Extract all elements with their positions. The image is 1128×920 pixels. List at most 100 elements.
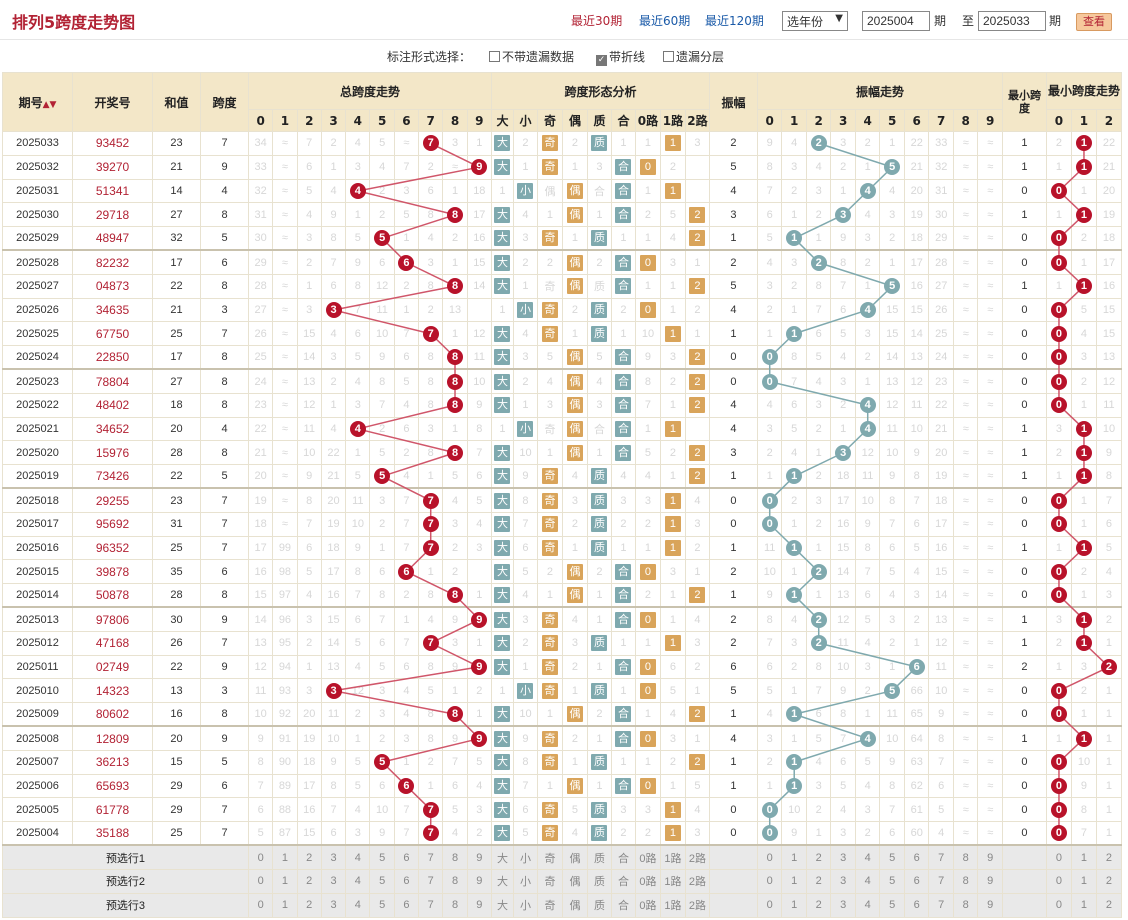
preselect-cell[interactable]: 2 [1095,844,1122,870]
preselect-cell[interactable]: 1 [781,868,807,894]
preselect-cell[interactable]: 7 [928,892,954,918]
preselect-cell[interactable]: 小 [512,868,538,894]
preselect-cell[interactable]: 小 [512,892,538,918]
preselect-cell[interactable]: 1 [781,844,807,870]
preselect-cell[interactable]: 小 [512,844,538,870]
preselect-cell[interactable]: 7 [418,844,444,870]
preselect-cell[interactable]: 4 [345,844,371,870]
preselect-cell[interactable]: 0路 [634,868,661,894]
preselect-cell[interactable]: 2 [296,868,322,894]
preselect-cell[interactable]: 8 [952,868,979,894]
preselect-cell[interactable]: 6 [903,844,930,870]
preselect-cell[interactable]: 7 [418,868,444,894]
preselect-cell[interactable]: 1路 [659,892,686,918]
preselect-cell[interactable]: 9 [977,892,1003,918]
preselect-cell[interactable]: 0 [1045,868,1072,894]
option-no-omission[interactable]: 不带遗漏数据 [489,48,574,65]
col-qihao[interactable]: 期号▲▼ [2,72,73,132]
preselect-row[interactable]: 预选行1 0 1 2 3 4 5 6 7 8 9 大小奇偶质合 0路 1路 2路 0 1 2 3 4 5 6 7 8 9 0 1 2 [2,844,1122,870]
preselect-cell[interactable]: 质 [586,892,612,918]
preselect-cell[interactable]: 8 [442,892,468,918]
preselect-cell[interactable]: 4 [854,844,881,870]
from-period-input[interactable]: 2025004 [862,11,930,31]
preselect-row[interactable]: 预选行2 0 1 2 3 4 5 6 7 8 9 大小奇偶质合 0路 1路 2路 0 1 2 3 4 5 6 7 8 9 0 1 2 [2,868,1122,894]
preselect-cell[interactable]: 6 [393,892,420,918]
preselect-cell[interactable]: 9 [977,844,1003,870]
preselect-cell[interactable]: 0 [247,892,274,918]
preselect-cell[interactable]: 5 [369,892,395,918]
preselect-cell[interactable]: 8 [442,868,468,894]
preselect-cell[interactable]: 2路 [684,868,710,894]
preselect-cell[interactable]: 合 [610,868,636,894]
to-period-input[interactable]: 2025033 [978,11,1046,31]
preselect-cell[interactable]: 偶 [561,868,588,894]
preselect-cell[interactable]: 2 [805,868,832,894]
view-button[interactable]: 查看 [1076,13,1112,31]
preselect-cell[interactable]: 7 [418,892,444,918]
preselect-cell[interactable]: 质 [586,844,612,870]
preselect-cell[interactable]: 5 [369,868,395,894]
preselect-cell[interactable]: 2 [805,844,832,870]
preselect-cell[interactable]: 3 [830,892,856,918]
preselect-cell[interactable]: 2路 [684,892,710,918]
preselect-cell[interactable]: 1 [1070,892,1097,918]
preselect-cell[interactable]: 0 [756,892,783,918]
preselect-cell[interactable]: 8 [952,892,979,918]
preselect-cell[interactable]: 1 [272,892,298,918]
preselect-cell[interactable]: 偶 [561,892,588,918]
preselect-cell[interactable]: 5 [879,892,905,918]
preselect-cell[interactable]: 6 [393,868,420,894]
preselect-cell[interactable]: 1 [272,868,298,894]
preselect-cell[interactable]: 大 [490,892,514,918]
preselect-cell[interactable]: 3 [320,892,347,918]
preselect-cell[interactable]: 7 [928,868,954,894]
preselect-cell[interactable]: 1路 [659,844,686,870]
preselect-cell[interactable]: 5 [879,868,905,894]
preselect-cell[interactable]: 0 [1045,892,1072,918]
preselect-cell[interactable]: 大 [490,868,514,894]
preselect-cell[interactable]: 3 [320,868,347,894]
preselect-cell[interactable]: 偶 [561,844,588,870]
preselect-cell[interactable]: 2 [296,892,322,918]
preselect-cell[interactable]: 奇 [536,844,563,870]
preselect-cell[interactable]: 1路 [659,868,686,894]
period-30-link[interactable]: 最近30期 [571,14,623,28]
preselect-cell[interactable]: 0 [756,844,783,870]
preselect-cell[interactable]: 2 [1095,868,1122,894]
preselect-cell[interactable]: 5 [369,844,395,870]
option-with-lines[interactable]: ✓ 带折线 [596,48,645,66]
preselect-cell[interactable]: 9 [466,868,492,894]
preselect-cell[interactable]: 2路 [684,844,710,870]
preselect-row[interactable]: 预选行3 0 1 2 3 4 5 6 7 8 9 大小奇偶质合 0路 1路 2路 0 1 2 3 4 5 6 7 8 9 0 1 2 [2,892,1122,918]
preselect-cell[interactable]: 8 [952,844,979,870]
preselect-cell[interactable]: 4 [345,868,371,894]
checkbox-checked-icon[interactable]: ✓ [596,55,607,66]
preselect-cell[interactable]: 0 [247,868,274,894]
preselect-cell[interactable]: 6 [903,868,930,894]
period-120-link[interactable]: 最近120期 [705,14,764,28]
preselect-cell[interactable]: 0 [247,844,274,870]
preselect-cell[interactable]: 合 [610,844,636,870]
period-60-link[interactable]: 最近60期 [639,14,691,28]
preselect-cell[interactable]: 奇 [536,892,563,918]
checkbox-icon[interactable] [663,51,674,62]
preselect-cell[interactable]: 6 [393,844,420,870]
preselect-cell[interactable]: 5 [879,844,905,870]
preselect-cell[interactable]: 3 [830,844,856,870]
option-layered[interactable]: 遗漏分层 [663,48,724,65]
preselect-cell[interactable]: 3 [830,868,856,894]
preselect-cell[interactable]: 1 [1070,844,1097,870]
preselect-cell[interactable]: 4 [854,892,881,918]
preselect-cell[interactable]: 8 [442,844,468,870]
preselect-cell[interactable]: 4 [345,892,371,918]
year-select[interactable]: 选年份 ▼ [782,11,848,31]
preselect-cell[interactable]: 0路 [634,844,661,870]
preselect-cell[interactable]: 9 [466,892,492,918]
preselect-cell[interactable]: 合 [610,892,636,918]
preselect-cell[interactable]: 1 [272,844,298,870]
preselect-cell[interactable]: 0 [1045,844,1072,870]
preselect-cell[interactable]: 0 [756,868,783,894]
preselect-cell[interactable]: 4 [854,868,881,894]
preselect-cell[interactable]: 3 [320,844,347,870]
preselect-cell[interactable]: 2 [1095,892,1122,918]
